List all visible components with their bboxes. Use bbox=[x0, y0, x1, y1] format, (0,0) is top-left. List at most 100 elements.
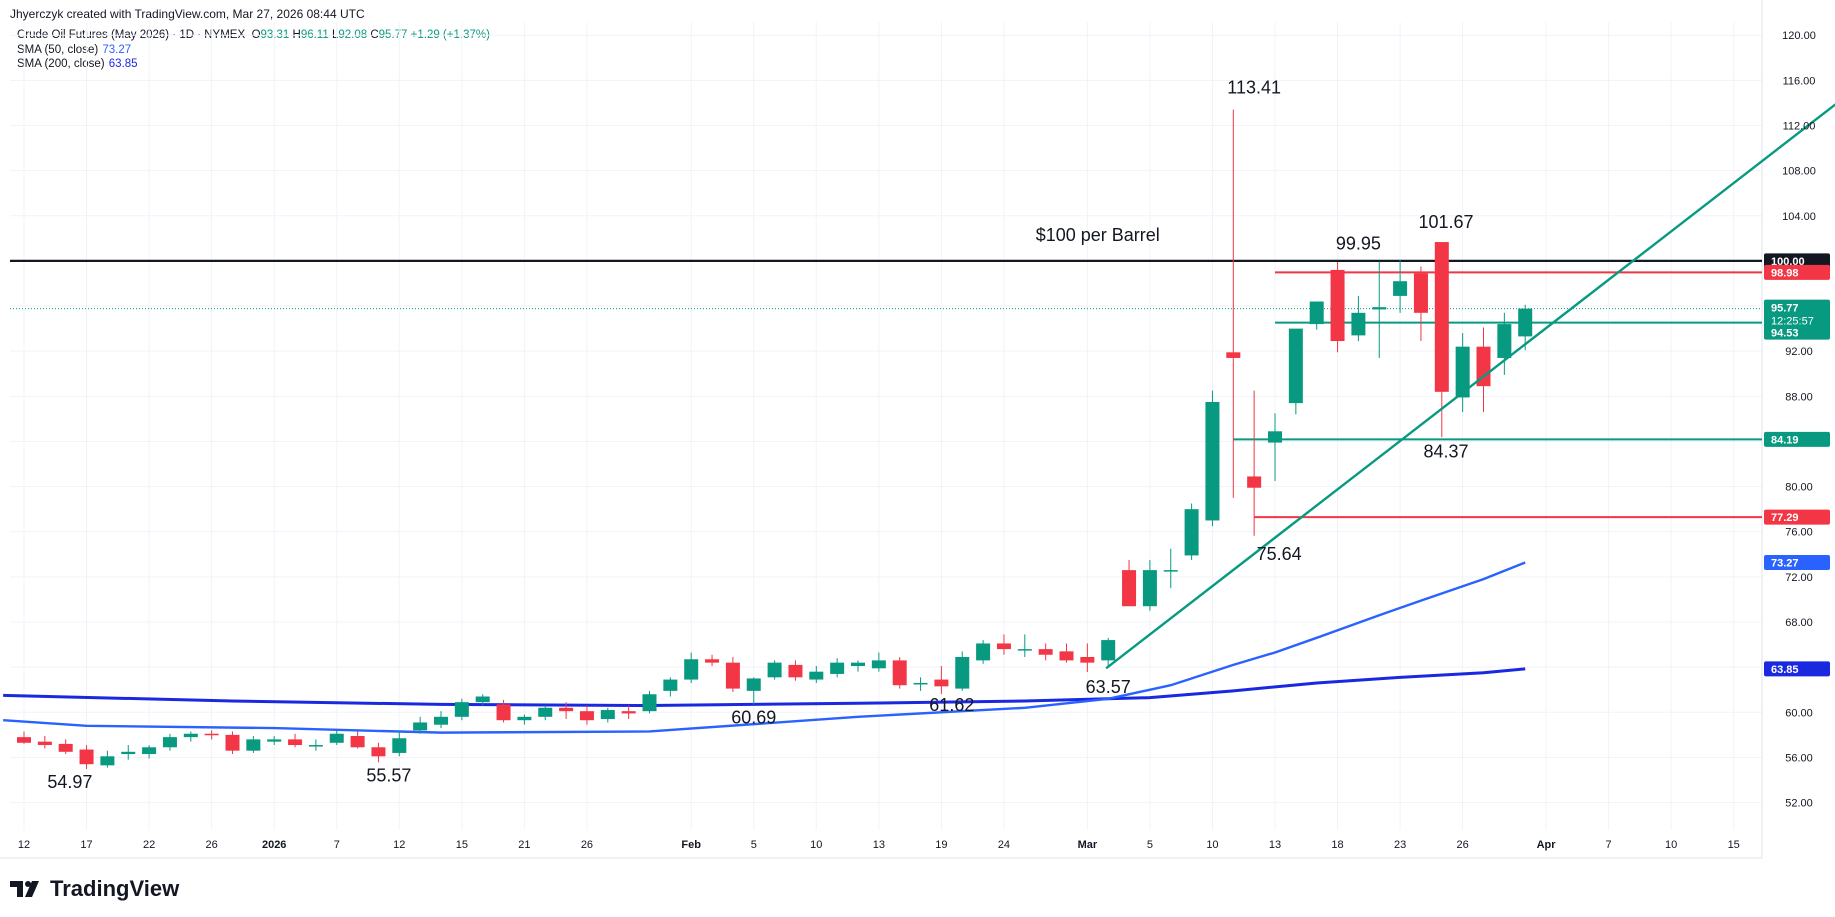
candle-body bbox=[1142, 570, 1157, 607]
candle-body bbox=[621, 711, 636, 714]
candle-body bbox=[496, 704, 511, 721]
price-annotation: 113.41 bbox=[1227, 78, 1281, 98]
x-tick-label: 15 bbox=[1728, 839, 1740, 851]
price-axis-label-bg bbox=[1764, 661, 1830, 677]
sma50-line bbox=[3, 561, 1526, 734]
x-tick-label: 19 bbox=[935, 839, 947, 851]
candle-body bbox=[996, 643, 1011, 650]
candle-body bbox=[746, 678, 761, 691]
x-tick-label: 12 bbox=[393, 839, 405, 851]
candle-body bbox=[1309, 301, 1324, 325]
y-tick-label: 112.00 bbox=[1783, 120, 1816, 132]
candle-body bbox=[1518, 308, 1533, 337]
candle-body bbox=[1017, 649, 1032, 651]
y-tick-label: 72.00 bbox=[1785, 572, 1813, 584]
candle-body bbox=[830, 662, 845, 674]
price-axis-label-bg bbox=[1764, 555, 1830, 571]
price-axis-label-bg bbox=[1764, 264, 1830, 280]
y-tick-label: 88.00 bbox=[1785, 391, 1813, 403]
x-tick-label: 24 bbox=[998, 839, 1010, 851]
candle-body bbox=[663, 679, 678, 691]
candle-body bbox=[767, 662, 782, 678]
x-tick-label: 7 bbox=[1606, 839, 1612, 851]
y-tick-label: 108.00 bbox=[1782, 166, 1816, 178]
x-tick-label: 26 bbox=[1457, 839, 1469, 851]
y-tick-label: 80.00 bbox=[1785, 482, 1813, 494]
candle-body bbox=[1184, 509, 1199, 556]
x-tick-label: 21 bbox=[518, 839, 530, 851]
candle-body bbox=[1101, 640, 1116, 661]
candle-body bbox=[204, 733, 219, 736]
x-tick-label: 13 bbox=[1269, 839, 1281, 851]
candle-body bbox=[1268, 431, 1282, 443]
y-tick-label: 76.00 bbox=[1785, 527, 1813, 539]
candle-body bbox=[1122, 570, 1137, 607]
price-annotation: 55.57 bbox=[366, 765, 411, 785]
candle-body bbox=[1372, 307, 1387, 310]
price-annotation: 61.62 bbox=[929, 695, 974, 715]
candle-body bbox=[1413, 273, 1428, 313]
price-axis-label-bg bbox=[1764, 509, 1830, 525]
sma50-legend[interactable]: SMA (50, close) 73.27 bbox=[17, 44, 132, 56]
x-tick-label: 5 bbox=[1147, 839, 1153, 851]
tradingview-logo[interactable]: TradingView bbox=[10, 876, 179, 902]
candle-body bbox=[1163, 570, 1178, 572]
price-axis-label: 100.00 bbox=[1771, 256, 1805, 268]
candle-body bbox=[162, 737, 177, 748]
candle-body bbox=[559, 707, 574, 712]
x-tick-label: 10 bbox=[1206, 839, 1218, 851]
candle-body bbox=[225, 734, 240, 751]
candle-body bbox=[1476, 346, 1491, 387]
x-tick-label: 2026 bbox=[262, 839, 286, 851]
candle-body bbox=[579, 711, 594, 721]
candle-body bbox=[267, 739, 282, 742]
candle-body bbox=[1455, 346, 1470, 398]
price-axis-label: 77.29 bbox=[1771, 512, 1799, 524]
candle-body bbox=[809, 671, 824, 680]
x-tick-label: 22 bbox=[143, 839, 155, 851]
candle-body bbox=[684, 659, 699, 680]
candle-body bbox=[1205, 401, 1220, 521]
x-tick-label: Mar bbox=[1078, 839, 1098, 851]
price-axis-label: 73.27 bbox=[1771, 558, 1799, 570]
candle-body bbox=[392, 738, 407, 753]
tradingview-logo-icon bbox=[10, 881, 39, 897]
candle-body bbox=[100, 756, 115, 766]
candle-body bbox=[1330, 269, 1345, 342]
candle-body bbox=[600, 710, 615, 720]
candle-body bbox=[434, 716, 448, 725]
price-axis-label: 84.19 bbox=[1771, 434, 1799, 446]
y-tick-label: 68.00 bbox=[1785, 617, 1813, 629]
sma200-legend[interactable]: SMA (200, close) 63.85 bbox=[17, 58, 138, 70]
x-tick-label: 26 bbox=[206, 839, 218, 851]
candle-body bbox=[246, 739, 261, 751]
candle-body bbox=[454, 702, 469, 717]
price-axis-label: 63.85 bbox=[1771, 664, 1799, 676]
current-price-label: 95.77 bbox=[1771, 303, 1799, 315]
candle-body bbox=[892, 660, 907, 686]
candle-body bbox=[475, 696, 490, 703]
candle-body bbox=[329, 733, 344, 743]
candle-body bbox=[413, 722, 428, 731]
candle-body bbox=[851, 662, 865, 667]
candle-body bbox=[1038, 649, 1053, 655]
candle-body bbox=[350, 735, 365, 748]
price-annotation: 60.69 bbox=[731, 708, 776, 728]
candle-body bbox=[642, 694, 657, 712]
sma50-value: 73.27 bbox=[102, 44, 132, 56]
trend-line bbox=[1105, 103, 1835, 670]
candle-body bbox=[1288, 328, 1303, 404]
logo-text: TradingView bbox=[50, 876, 180, 901]
candle-body bbox=[788, 664, 803, 678]
candle-body bbox=[725, 662, 740, 689]
x-tick-label: 18 bbox=[1331, 839, 1343, 851]
candle-body bbox=[121, 751, 136, 755]
sma200-line bbox=[3, 667, 1526, 708]
candle-body bbox=[976, 643, 991, 661]
candle-body bbox=[1226, 352, 1241, 358]
candle-body bbox=[371, 747, 386, 757]
x-tick-label: 10 bbox=[1665, 839, 1677, 851]
y-tick-label: 104.00 bbox=[1782, 211, 1816, 223]
candle-body bbox=[538, 707, 553, 717]
